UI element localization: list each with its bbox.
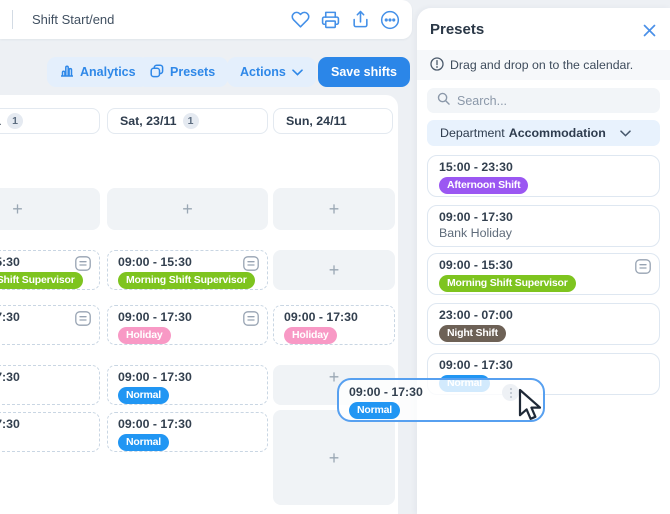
shift-card[interactable]: 09:00 - 17:30 <box>0 305 100 345</box>
shift-card[interactable]: 09:00 - 17:30 Normal <box>107 412 268 452</box>
search-input[interactable] <box>457 93 637 108</box>
drag-hint-text: Drag and drop on to the calendar. <box>450 58 634 72</box>
preset-card[interactable]: 09:00 - 17:30 Bank Holiday <box>427 205 660 247</box>
analytics-button[interactable]: Analytics <box>47 57 149 87</box>
shift-card[interactable]: 09:00 - 17:30 Holiday <box>107 305 268 345</box>
note-icon[interactable] <box>75 256 91 271</box>
presets-panel-title: Presets <box>430 21 485 38</box>
preset-time: 15:00 - 23:30 <box>439 160 513 174</box>
plus-icon: + <box>328 367 340 387</box>
add-shift-cell[interactable]: + <box>0 188 100 230</box>
analytics-label: Analytics <box>80 65 136 79</box>
plus-icon: + <box>328 260 340 280</box>
shift-time: 09:00 - 15:30 <box>118 255 192 269</box>
plus-icon: + <box>12 199 23 219</box>
view-title-input[interactable]: Shift Start/end <box>32 12 115 27</box>
chevron-down-icon <box>292 65 303 79</box>
actions-button[interactable]: Actions <box>227 57 316 87</box>
more-options-icon[interactable] <box>380 10 400 30</box>
actions-label: Actions <box>240 65 286 79</box>
shift-badge: Normal <box>118 387 169 404</box>
shift-card[interactable]: 09:00 - 17:30 Normal <box>107 365 268 405</box>
dragged-preset-card[interactable]: 09:00 - 17:30 Normal <box>337 378 545 422</box>
search-icon <box>437 92 450 110</box>
day-header-fri[interactable]: Fri, 22/11 1 <box>0 108 100 134</box>
day-label: Sat, 23/11 <box>120 114 177 128</box>
drag-hint-bar: Drag and drop on to the calendar. <box>417 50 670 80</box>
drag-time: 09:00 - 17:30 <box>349 385 423 399</box>
add-shift-cell[interactable]: + <box>273 188 395 230</box>
preset-badge: Afternoon Shift <box>439 177 529 194</box>
chevron-down-icon <box>620 129 631 137</box>
note-icon[interactable] <box>635 259 651 274</box>
shift-time: 09:00 - 17:30 <box>118 370 192 384</box>
shift-card[interactable]: 09:00 - 17:30 Holiday <box>273 305 395 345</box>
preset-badge: Night Shift <box>439 325 506 342</box>
preset-card[interactable]: 23:00 - 07:00 Night Shift <box>427 303 660 345</box>
department-label: Department <box>440 126 505 140</box>
print-icon[interactable] <box>320 10 340 30</box>
plus-icon: + <box>328 447 340 468</box>
save-shifts-button[interactable]: Save shifts <box>318 57 411 87</box>
department-dropdown[interactable]: Department Accommodation <box>427 120 660 146</box>
presets-copy-icon <box>150 63 164 81</box>
close-icon[interactable] <box>642 23 658 39</box>
view-title-bar: Shift Start/end <box>0 0 412 39</box>
day-header-sun[interactable]: Sun, 24/11 <box>273 108 393 134</box>
plus-icon: + <box>182 199 193 219</box>
shift-time: 09:00 - 17:30 <box>0 310 20 324</box>
note-icon[interactable] <box>243 311 259 326</box>
preset-time: 09:00 - 17:30 <box>439 358 513 372</box>
day-header-sat[interactable]: Sat, 23/11 1 <box>107 108 268 134</box>
shift-card[interactable]: 09:00 - 15:30 Morning Shift Supervisor <box>107 250 268 290</box>
shift-time: 09:00 - 17:30 <box>118 310 192 324</box>
shift-time: 09:00 - 17:30 <box>0 370 20 384</box>
title-actions <box>290 10 400 30</box>
shift-badge: Morning Shift Supervisor <box>0 272 83 289</box>
presets-label: Presets <box>170 65 216 79</box>
presets-panel: Presets Drag and drop on to the calendar… <box>417 8 670 514</box>
note-icon[interactable] <box>75 311 91 326</box>
preset-card[interactable]: 15:00 - 23:30 Afternoon Shift <box>427 155 660 197</box>
note-icon[interactable] <box>243 256 259 271</box>
shift-badge: Holiday <box>118 327 171 344</box>
drag-handle-icon <box>502 384 519 401</box>
preset-card[interactable]: 09:00 - 15:30 Morning Shift Supervisor <box>427 253 660 295</box>
add-shift-cell[interactable]: + <box>273 250 395 290</box>
department-value: Accommodation <box>508 126 606 140</box>
shift-count-badge: 1 <box>182 113 199 129</box>
shift-count-badge: 1 <box>7 113 24 129</box>
day-label: Sun, 24/11 <box>286 114 347 128</box>
add-shift-cell[interactable]: + <box>273 410 395 505</box>
day-label: Fri, 22/11 <box>0 114 1 128</box>
shift-time: 09:00 - 17:30 <box>284 310 358 324</box>
presets-button[interactable]: Presets <box>137 57 229 87</box>
preset-search <box>427 88 660 113</box>
favorite-heart-icon[interactable] <box>290 10 310 30</box>
preset-time: 23:00 - 07:00 <box>439 308 513 322</box>
preset-time: 09:00 - 15:30 <box>439 258 513 272</box>
info-icon <box>430 56 444 74</box>
shift-card[interactable]: 09:00 - 15:30 Morning Shift Supervisor <box>0 250 100 290</box>
drag-badge: Normal <box>349 402 400 419</box>
preset-time: 09:00 - 17:30 <box>439 210 513 224</box>
plus-icon: + <box>328 199 340 219</box>
shift-time: 09:00 - 17:30 <box>0 417 20 431</box>
preset-badge: Morning Shift Supervisor <box>439 275 576 292</box>
shift-time: 09:00 - 17:30 <box>118 417 192 431</box>
shift-badge: Normal <box>118 434 169 451</box>
preset-name: Bank Holiday <box>439 226 513 240</box>
shift-time: 09:00 - 15:30 <box>0 255 20 269</box>
share-export-icon[interactable] <box>350 10 370 30</box>
analytics-chart-icon <box>60 64 74 80</box>
shift-card[interactable]: 09:00 - 17:30 <box>0 412 100 452</box>
shift-card[interactable]: 09:00 - 17:30 <box>0 365 100 405</box>
shift-badge: Holiday <box>284 327 337 344</box>
shift-badge: Morning Shift Supervisor <box>118 272 255 289</box>
add-shift-cell[interactable]: + <box>107 188 268 230</box>
title-divider <box>12 10 13 29</box>
